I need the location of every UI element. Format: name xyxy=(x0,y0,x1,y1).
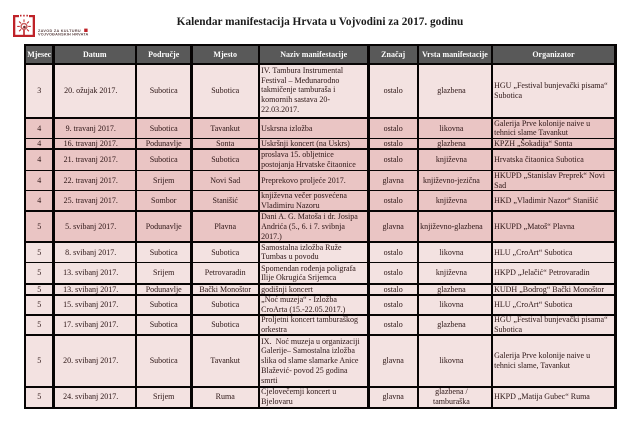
svg-text:VOJVOĐANSKIH HRVATA: VOJVOĐANSKIH HRVATA xyxy=(38,33,89,37)
svg-text:ZAVOD ZA KULTURU: ZAVOD ZA KULTURU xyxy=(38,29,81,33)
